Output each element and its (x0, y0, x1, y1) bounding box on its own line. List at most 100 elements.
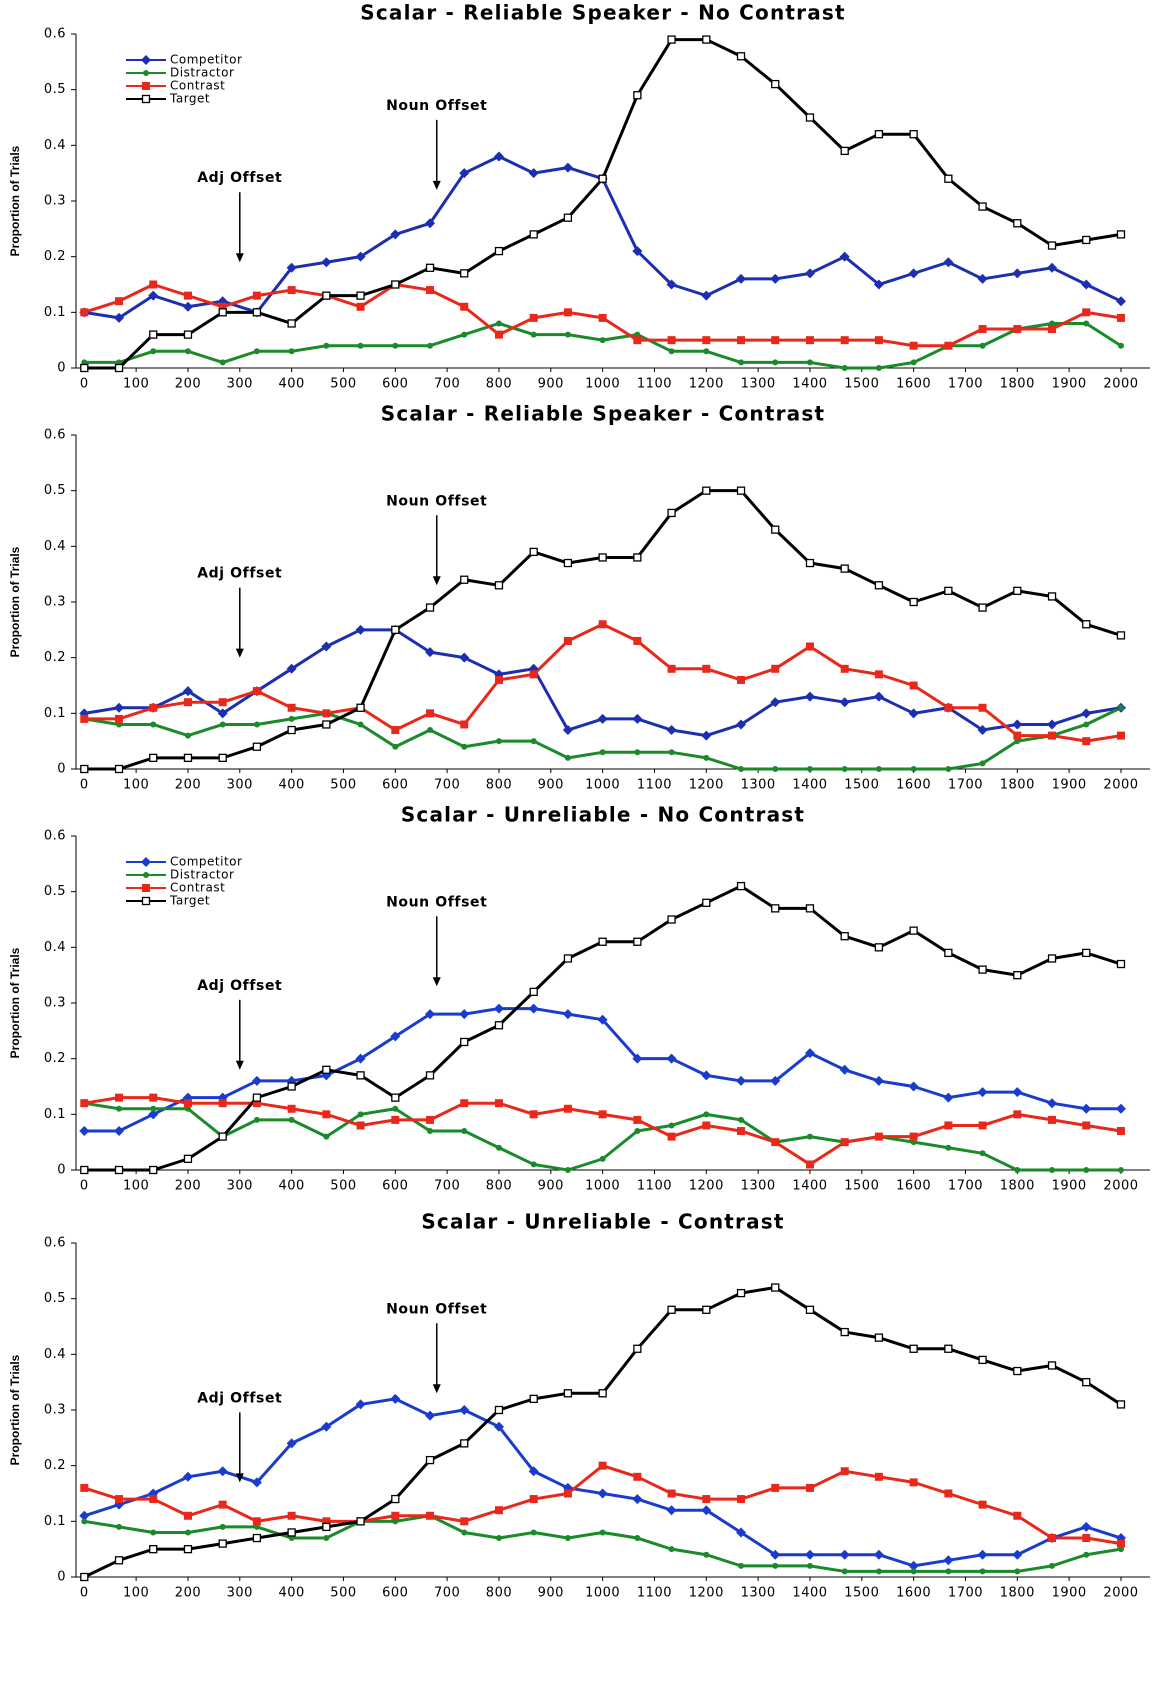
marker (460, 302, 469, 311)
marker (1013, 971, 1022, 980)
chart: Scalar - Reliable Speaker - No Contrast P… (8, 1, 1150, 392)
marker (183, 698, 192, 707)
marker (183, 1099, 192, 1108)
marker (219, 721, 226, 728)
x-tick-label: 1000 (585, 377, 620, 392)
marker (806, 1562, 813, 1569)
y-tick-label: 0.2 (44, 1458, 66, 1473)
x-tick-label: 1100 (637, 778, 672, 793)
marker (1083, 1167, 1090, 1173)
x-tick-label: 1200 (689, 778, 724, 793)
marker (1081, 1103, 1092, 1114)
marker (528, 1003, 539, 1014)
marker (356, 1121, 365, 1130)
marker (702, 336, 711, 345)
marker (493, 1421, 504, 1432)
marker (1083, 320, 1090, 327)
x-tick-label: 1900 (1052, 1179, 1087, 1194)
marker (1116, 1127, 1125, 1136)
x-tick-label: 1200 (689, 1586, 724, 1601)
marker (356, 1071, 365, 1080)
y-tick-label: 0.4 (44, 539, 66, 554)
marker (287, 319, 296, 328)
marker (495, 320, 502, 327)
marker (1013, 1110, 1022, 1119)
marker (528, 168, 539, 179)
marker (563, 558, 573, 568)
marker (770, 273, 781, 284)
legend-label: Contrast (170, 79, 225, 93)
y-tick-label: 0.3 (44, 996, 66, 1011)
annotation: Noun Offset (386, 98, 487, 114)
marker (115, 1093, 124, 1102)
x-tick-label: 800 (486, 1179, 512, 1194)
marker (459, 652, 470, 663)
x-tick-label: 0 (80, 778, 89, 793)
marker (355, 251, 366, 262)
x-tick-label: 1200 (689, 1179, 724, 1194)
x-tick-label: 1600 (896, 1179, 931, 1194)
x-tick-label: 1700 (948, 377, 983, 392)
marker (114, 1126, 125, 1137)
x-tick-label: 900 (538, 1586, 564, 1601)
y-tick-label: 0.2 (44, 1051, 66, 1066)
marker (840, 1138, 849, 1147)
marker (945, 766, 952, 772)
marker (840, 932, 849, 941)
marker (1082, 1534, 1091, 1543)
marker (461, 1529, 468, 1536)
marker (736, 1288, 746, 1298)
marker (804, 1048, 815, 1059)
y-tick-label: 0.2 (44, 249, 66, 264)
marker (218, 308, 227, 317)
marker (116, 1105, 123, 1112)
marker (1013, 731, 1022, 740)
marker (944, 703, 953, 712)
marker (1048, 731, 1057, 740)
marker (667, 664, 676, 673)
marker (599, 1155, 606, 1162)
marker (805, 642, 814, 651)
marker (425, 263, 435, 272)
x-tick-label: 1100 (637, 1586, 672, 1601)
marker (80, 363, 89, 373)
marker (493, 151, 504, 162)
x-tick-label: 1700 (948, 1586, 983, 1601)
marker (840, 1327, 849, 1337)
marker (357, 721, 364, 728)
marker (633, 336, 642, 345)
marker (945, 1568, 952, 1575)
x-tick-label: 1700 (948, 778, 983, 793)
marker (355, 1399, 366, 1410)
x-tick-label: 300 (227, 778, 253, 793)
marker (461, 331, 468, 338)
marker (598, 1389, 607, 1398)
marker (1013, 1511, 1022, 1520)
marker (943, 257, 954, 268)
marker (114, 363, 124, 373)
marker (667, 1489, 676, 1498)
marker (908, 1081, 919, 1092)
series-line (84, 1514, 1122, 1573)
marker (598, 313, 607, 322)
marker (910, 1139, 917, 1146)
marker (426, 1511, 435, 1520)
marker (598, 1110, 607, 1119)
marker (253, 721, 260, 728)
marker (288, 348, 295, 355)
marker (875, 1568, 882, 1575)
x-tick-label: 1400 (792, 1586, 827, 1601)
marker (80, 1572, 89, 1582)
marker (390, 1393, 401, 1404)
y-tick-label: 0.6 (44, 1236, 66, 1251)
marker (287, 1082, 296, 1091)
marker (978, 202, 987, 211)
marker (1116, 313, 1125, 322)
y-tick-label: 0.1 (44, 706, 66, 721)
x-tick-label: 100 (123, 1179, 149, 1194)
marker (391, 1093, 400, 1102)
marker (183, 330, 193, 339)
marker (737, 675, 746, 684)
marker (771, 525, 780, 534)
marker (909, 597, 918, 607)
